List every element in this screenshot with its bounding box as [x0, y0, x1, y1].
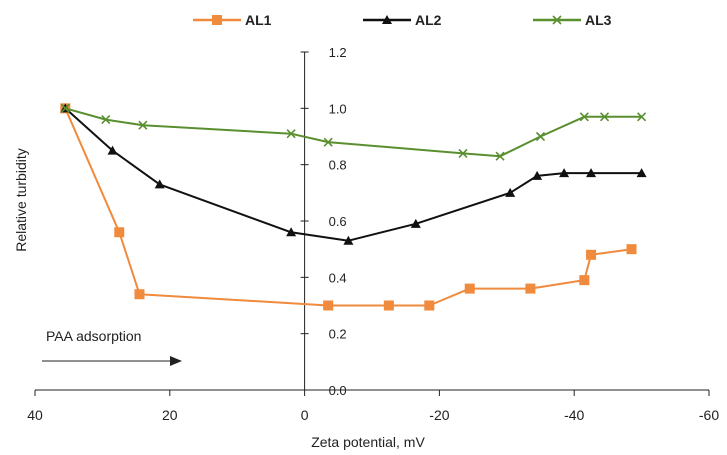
x-marker-stroke: [579, 112, 589, 122]
series-line-al2: [64, 107, 642, 242]
y-tick-label: 0.4: [329, 270, 347, 285]
data-point-al3: [458, 148, 468, 158]
data-point-al2: [636, 168, 647, 178]
x-marker-stroke: [599, 112, 610, 122]
data-point-al3: [579, 112, 589, 122]
legend-item-al1: AL1: [193, 12, 272, 28]
data-point-al1: [323, 300, 334, 311]
x-marker-stroke: [138, 120, 148, 130]
legend: AL1 AL2 AL3: [193, 12, 612, 28]
legend-item-al3: AL3: [533, 12, 612, 28]
data-point-al3: [60, 103, 70, 113]
x-marker-stroke: [101, 115, 111, 125]
data-point-al2: [586, 168, 597, 178]
y-axis-title: Relative turbidity: [13, 148, 29, 252]
data-point-al2: [107, 145, 118, 155]
y-tick-label: 0.8: [329, 158, 347, 173]
x-marker-stroke: [495, 151, 505, 161]
data-point-al3: [323, 137, 333, 147]
data-point-al2: [559, 168, 570, 178]
data-point-al1: [114, 227, 125, 238]
data-point-al1: [464, 283, 475, 294]
legend-label-al3: AL3: [585, 12, 612, 28]
data-point-al1: [626, 244, 637, 255]
legend-label-al1: AL1: [245, 12, 272, 28]
x-tick-label: -40: [564, 407, 584, 423]
data-point-al1: [586, 249, 597, 260]
x-marker-stroke: [323, 137, 333, 147]
x-tick-label: 20: [162, 407, 178, 423]
x-tick-label: 40: [27, 407, 43, 423]
data-point-al2: [343, 235, 354, 245]
data-point-al1: [579, 275, 590, 286]
legend-label-al2: AL2: [415, 12, 442, 28]
x-marker-stroke: [458, 148, 468, 158]
x-tick-label: 0: [301, 407, 309, 423]
data-point-al1: [424, 300, 435, 311]
x-marker-stroke: [637, 112, 647, 122]
series-line-al3: [65, 107, 642, 158]
paa-adsorption-arrow: [42, 356, 182, 366]
data-point-al3: [495, 151, 505, 161]
data-point-al2: [286, 227, 297, 237]
paa-adsorption-annotation: PAA adsorption: [46, 328, 141, 344]
x-marker-stroke: [535, 131, 546, 142]
y-tick-label: 0.0: [329, 383, 347, 398]
x-axis-title: Zeta potential, mV: [311, 434, 425, 450]
data-point-al1: [134, 289, 145, 300]
data-point-al3: [599, 112, 610, 122]
data-point-al3: [535, 131, 546, 142]
legend-marker-al2: [382, 15, 392, 24]
series-layer: [60, 103, 647, 311]
data-point-al3: [286, 129, 296, 139]
x-marker-stroke: [552, 15, 562, 25]
data-point-al1: [383, 300, 394, 311]
legend-item-al2: AL2: [363, 12, 442, 28]
legend-marker-al1: [212, 15, 222, 25]
x-tick-label: -60: [699, 407, 719, 423]
y-tick-label: 1.2: [329, 45, 347, 60]
y-tick-label: 0.2: [329, 327, 347, 342]
data-point-al1: [525, 283, 536, 294]
data-point-al2: [532, 170, 543, 180]
x-marker-stroke: [60, 103, 70, 113]
series-line-al1: [64, 107, 632, 307]
data-point-al2: [505, 187, 516, 197]
y-tick-label: 0.6: [329, 214, 347, 229]
data-point-al3: [138, 120, 148, 130]
data-point-al3: [637, 112, 647, 122]
x-tick-label: -20: [429, 407, 449, 423]
data-point-al2: [410, 218, 421, 228]
legend-marker-al3: [552, 15, 562, 25]
data-point-al3: [101, 115, 111, 125]
axes-layer: 40 20 0 -20 -40 -60 0.0 0.2 0.4 0.6 0.8 1.0 1.2: [27, 45, 719, 423]
y-tick-label: 1.0: [329, 101, 347, 116]
data-point-al2: [154, 179, 165, 189]
x-marker-stroke: [286, 129, 296, 139]
